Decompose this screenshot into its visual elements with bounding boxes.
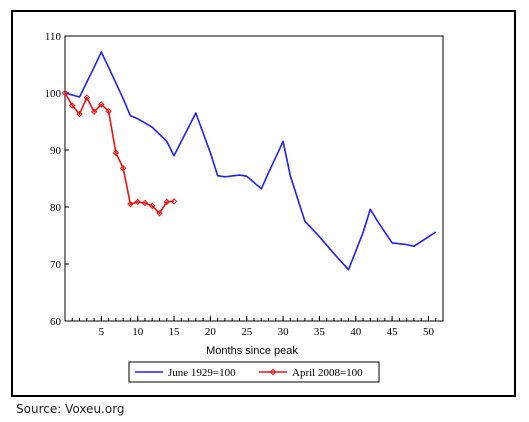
y-tick-label: 60 [50,316,62,328]
series-2-point [105,108,112,115]
series-2-point [134,198,141,206]
series-2-point [170,198,178,205]
series-2-point [149,202,156,210]
x-tick-label: 25 [241,326,253,338]
series-2-point [141,199,149,207]
x-tick-label: 45 [387,326,399,338]
y-tick-label: 90 [50,145,62,157]
series-2-point [98,101,105,108]
series-2-point [69,102,76,109]
chart-frame: 60 70 80 90 100 110 5 10 15 20 25 30 35 40 45 50 Months… [11,10,516,397]
y-tick-label: 110 [45,31,62,43]
source-caption: Source: Voxeu.org [16,402,125,416]
legend-marker-2 [269,368,277,376]
x-tick-label: 35 [314,326,326,338]
x-tick-label: 50 [423,326,435,338]
x-axis-title: Months since peak [206,345,298,357]
legend-box [128,361,380,383]
x-tick-label: 10 [132,326,144,338]
x-tick-label: 30 [278,326,290,338]
x-tick-label: 20 [205,326,217,338]
y-tick-label: 70 [50,259,62,271]
series-line-2 [64,92,175,215]
series-2-point [163,198,170,206]
legend-label-1: June 1929=100 [168,367,236,379]
series-line-1 [64,51,437,271]
plot-border [64,35,444,322]
plot-area: 60 70 80 90 100 110 5 10 15 20 25 30 35 40 45 50 [45,31,444,338]
y-tick-label: 80 [50,202,62,214]
legend: June 1929=100 April 2008=100 [128,361,380,383]
series-layer [61,51,437,271]
series-2-point [76,110,83,118]
series-2-point [90,108,98,116]
x-tick-label: 15 [169,326,181,338]
series-2-point [119,165,127,172]
series-2-point [61,89,69,97]
line-chart: 60 70 80 90 100 110 5 10 15 20 25 30 35 40 45 50 Months… [45,31,444,383]
series-2-point [83,94,91,101]
x-tick-label: 40 [350,326,362,338]
legend-label-2: April 2008=100 [292,367,363,379]
series-2-point [156,210,163,217]
x-tick-label: 5 [99,326,105,338]
series-2-point [127,200,134,208]
series-2-point [112,149,120,157]
y-tick-label: 100 [45,88,62,100]
